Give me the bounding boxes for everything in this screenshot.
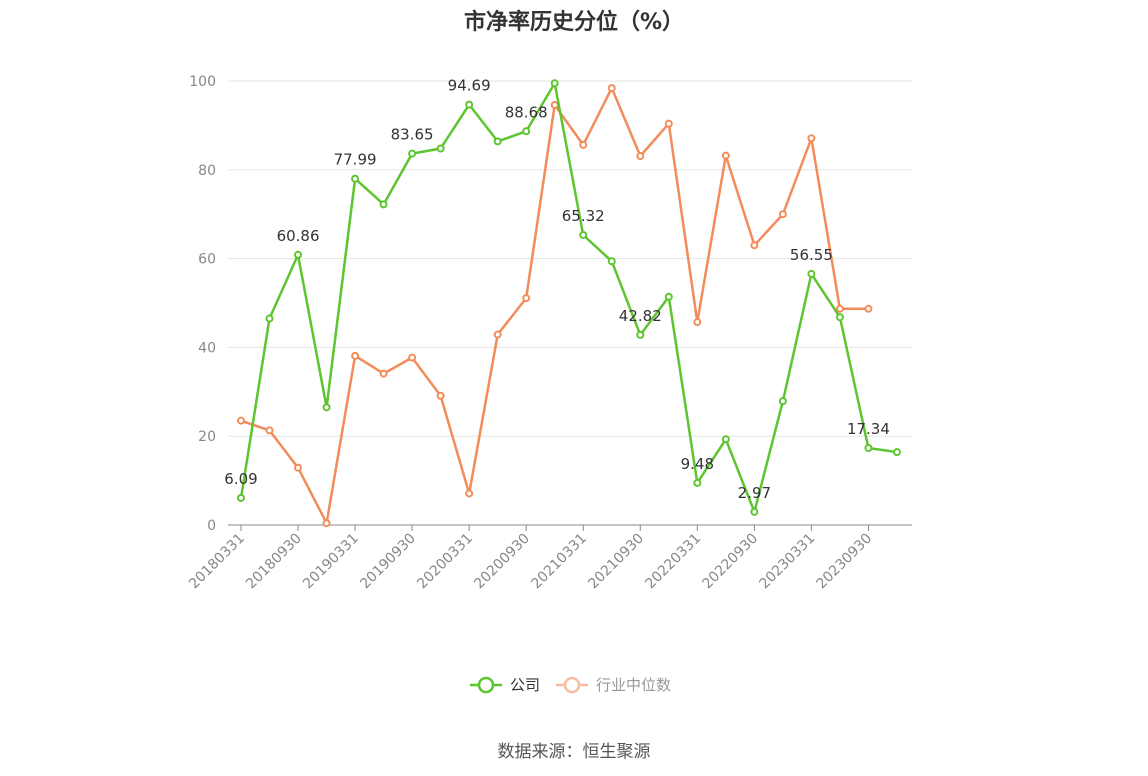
data-point-company[interactable] bbox=[379, 200, 388, 209]
data-label: 56.55 bbox=[790, 246, 833, 264]
data-point-company[interactable] bbox=[778, 397, 787, 406]
data-labels: 6.09 60.86 77.99 83.65 94.69 88.68 65.32 42.82 9… bbox=[224, 77, 890, 502]
data-point-company[interactable] bbox=[750, 507, 759, 516]
data-label: 60.86 bbox=[277, 227, 320, 245]
data-point-industry-median[interactable] bbox=[750, 241, 759, 250]
data-point-industry-median[interactable] bbox=[550, 100, 559, 109]
data-point-company[interactable] bbox=[408, 149, 417, 158]
data-point-company[interactable] bbox=[265, 314, 274, 323]
data-point-company[interactable] bbox=[892, 448, 901, 457]
data-label: 88.68 bbox=[505, 103, 548, 121]
data-label: 6.09 bbox=[224, 470, 257, 488]
data-label: 65.32 bbox=[562, 207, 605, 225]
x-tick-label: 20220331 bbox=[642, 531, 704, 593]
data-label: 2.97 bbox=[738, 484, 771, 502]
data-point-company[interactable] bbox=[721, 435, 730, 444]
y-tick-label: 0 bbox=[207, 518, 216, 534]
data-point-industry-median[interactable] bbox=[693, 318, 702, 327]
data-point-industry-median[interactable] bbox=[579, 140, 588, 149]
y-tick-label: 100 bbox=[189, 74, 216, 90]
data-label: 83.65 bbox=[391, 126, 434, 144]
data-point-industry-median[interactable] bbox=[493, 330, 502, 339]
data-point-company[interactable] bbox=[807, 269, 816, 278]
data-point-company[interactable] bbox=[493, 137, 502, 146]
data-point-industry-median[interactable] bbox=[237, 416, 245, 425]
data-point-industry-median[interactable] bbox=[864, 304, 873, 313]
data-point-company[interactable] bbox=[693, 478, 702, 487]
data-point-industry-median[interactable] bbox=[351, 351, 360, 360]
x-tick-label: 20180331 bbox=[186, 531, 248, 593]
data-point-industry-median[interactable] bbox=[322, 519, 331, 528]
data-label: 94.69 bbox=[448, 77, 491, 95]
data-label: 9.48 bbox=[681, 455, 714, 473]
data-point-industry-median[interactable] bbox=[408, 353, 417, 362]
y-tick-label: 80 bbox=[198, 163, 216, 179]
x-tick-label: 20200930 bbox=[471, 531, 533, 593]
series-lines bbox=[237, 79, 901, 528]
data-label: 77.99 bbox=[334, 151, 377, 169]
x-tick-label: 20190331 bbox=[300, 531, 362, 593]
data-point-company[interactable] bbox=[664, 292, 673, 301]
y-tick-label: 40 bbox=[198, 340, 216, 356]
x-tick-label: 20190930 bbox=[357, 531, 419, 593]
data-point-company[interactable] bbox=[465, 100, 474, 109]
data-point-company[interactable] bbox=[607, 257, 616, 266]
x-tick-label: 20210930 bbox=[585, 531, 647, 593]
legend-item-industry-median[interactable]: 行业中位数 bbox=[556, 676, 671, 694]
x-tick-label: 20180930 bbox=[243, 531, 305, 593]
data-label: 17.34 bbox=[847, 420, 890, 438]
legend-marker-icon bbox=[563, 676, 581, 694]
data-point-company[interactable] bbox=[436, 144, 445, 153]
x-tick-label: 20210331 bbox=[528, 531, 590, 593]
data-point-company[interactable] bbox=[351, 174, 360, 183]
data-point-company[interactable] bbox=[636, 330, 645, 339]
chart-title: 市净率历史分位（%） bbox=[463, 10, 685, 35]
series-line-company bbox=[239, 81, 898, 514]
data-label: 42.82 bbox=[619, 307, 662, 325]
data-point-industry-median[interactable] bbox=[465, 489, 474, 498]
x-tick-label: 20220930 bbox=[699, 531, 761, 593]
legend-label: 行业中位数 bbox=[596, 676, 671, 694]
data-point-industry-median[interactable] bbox=[522, 294, 531, 303]
legend-label: 公司 bbox=[510, 676, 540, 694]
data-point-company[interactable] bbox=[322, 403, 331, 412]
data-point-industry-median[interactable] bbox=[607, 84, 616, 93]
data-point-company[interactable] bbox=[237, 493, 245, 502]
legend-item-company[interactable]: 公司 bbox=[470, 676, 540, 694]
x-tick-label: 20200331 bbox=[414, 531, 476, 593]
data-point-industry-median[interactable] bbox=[294, 463, 303, 472]
data-source-note: 数据来源：恒生聚源 bbox=[497, 742, 651, 762]
data-point-company[interactable] bbox=[294, 250, 303, 259]
data-point-company[interactable] bbox=[835, 313, 844, 322]
x-tick-label: 20230331 bbox=[757, 531, 819, 593]
y-tick-label: 60 bbox=[198, 252, 216, 268]
y-tick-label: 20 bbox=[198, 429, 216, 445]
data-point-industry-median[interactable] bbox=[664, 119, 673, 128]
data-point-company[interactable] bbox=[579, 230, 588, 239]
data-point-company[interactable] bbox=[864, 444, 873, 453]
data-point-industry-median[interactable] bbox=[721, 151, 730, 160]
legend-marker-icon bbox=[477, 676, 495, 694]
data-point-industry-median[interactable] bbox=[265, 426, 274, 435]
data-point-industry-median[interactable] bbox=[807, 134, 816, 143]
data-point-industry-median[interactable] bbox=[778, 210, 787, 219]
x-tick-label: 20230930 bbox=[814, 531, 876, 593]
data-point-industry-median[interactable] bbox=[379, 369, 388, 378]
data-point-company[interactable] bbox=[550, 79, 559, 88]
data-point-company[interactable] bbox=[522, 127, 531, 136]
data-point-industry-median[interactable] bbox=[436, 391, 445, 400]
data-point-industry-median[interactable] bbox=[835, 304, 844, 313]
data-point-industry-median[interactable] bbox=[636, 152, 645, 161]
legend[interactable]: 公司 行业中位数 bbox=[470, 676, 671, 694]
